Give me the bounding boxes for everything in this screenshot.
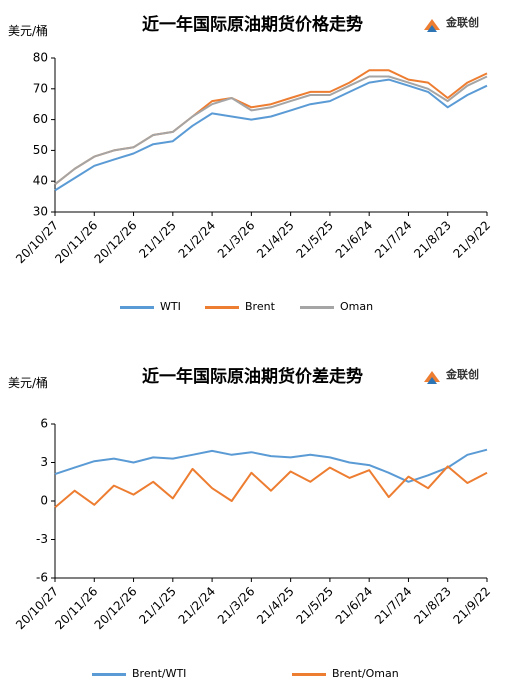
chart-title: 近一年国际原油期货价格走势 — [142, 15, 363, 35]
y-tick-label: -6 — [36, 571, 48, 585]
y-tick-label: 50 — [33, 143, 48, 157]
legend-label: Oman — [340, 300, 374, 313]
y-tick-label: -3 — [36, 532, 48, 546]
brand-name: 金联创 — [446, 16, 479, 29]
brand-logo-icon — [424, 19, 440, 32]
price-chart-panel: 近一年国际原油期货价格走势 美元/桶 金联创 30 40 50 60 70 80 20/10… — [0, 0, 505, 340]
brand-logo: 金联创 — [422, 14, 492, 40]
brand-logo: 金联创 — [422, 366, 492, 392]
y-tick-label: 70 — [33, 81, 48, 95]
x-tick-label: 21/8/23 — [411, 584, 454, 627]
chart-title: 近一年国际原油期货价差走势 — [142, 367, 363, 387]
legend-item-brent: Brent — [205, 300, 275, 313]
x-tick-label: 20/12/26 — [92, 584, 140, 632]
x-tick-label: 21/7/24 — [372, 218, 415, 261]
spread-chart-panel: 近一年国际原油期货价差走势 美元/桶 金联创 -6 -3 0 3 6 20/10/27 20… — [0, 352, 505, 692]
legend-swatch — [292, 672, 326, 676]
legend-item-brent-oman: Brent/Oman — [292, 667, 399, 680]
legend-label: WTI — [160, 300, 181, 313]
x-tick-label: 21/4/25 — [254, 584, 297, 627]
x-tick-label: 21/5/25 — [293, 584, 336, 627]
y-tick-label: 6 — [40, 417, 48, 431]
series-line-wti — [54, 78, 488, 192]
y-tick-label: 40 — [33, 174, 48, 188]
x-tick-label: 20/12/26 — [92, 218, 140, 266]
x-tick-label: 21/7/24 — [372, 584, 415, 627]
y-tick-label: 80 — [33, 51, 48, 65]
series-line-oman — [54, 75, 488, 186]
brand-name: 金联创 — [446, 368, 479, 381]
y-tick-label: 60 — [33, 112, 48, 126]
legend-swatch — [205, 305, 239, 309]
y-tick-label: 30 — [33, 205, 48, 219]
x-tick-label: 21/2/24 — [176, 218, 219, 261]
x-tick-label: 21/2/24 — [176, 584, 219, 627]
brand-logo-icon — [424, 371, 440, 384]
unit-label: 美元/桶 — [8, 376, 49, 390]
legend-label: Brent/Oman — [332, 667, 399, 680]
legend-swatch — [300, 305, 334, 309]
legend-item-wti: WTI — [120, 300, 181, 313]
legend-item-brent-wti: Brent/WTI — [92, 667, 186, 680]
legend-label: Brent/WTI — [132, 667, 187, 680]
series-line-brent-wti — [54, 448, 488, 483]
series-line-brent-oman — [54, 465, 488, 509]
x-tick-label: 21/3/26 — [215, 584, 258, 627]
unit-label: 美元/桶 — [8, 24, 49, 38]
spread-chart: -6-303620/10/2720/11/2620/12/2621/1/2521… — [13, 417, 494, 633]
y-tick-label: 3 — [40, 455, 48, 469]
legend-swatch — [120, 305, 154, 309]
x-tick-label: 21/6/24 — [333, 218, 376, 261]
x-tick-label: 21/5/25 — [293, 218, 336, 261]
x-tick-label: 21/1/25 — [136, 584, 179, 627]
x-tick-label: 21/9/22 — [451, 218, 494, 261]
legend-item-oman: Oman — [300, 300, 373, 313]
x-tick-label: 21/6/24 — [333, 584, 376, 627]
x-tick-label: 21/4/25 — [254, 218, 297, 261]
legend-swatch — [92, 672, 126, 676]
x-tick-label: 21/9/22 — [451, 584, 494, 627]
x-tick-label: 21/1/25 — [136, 218, 179, 261]
x-tick-label: 21/3/26 — [215, 218, 258, 261]
y-tick-label: 0 — [40, 494, 48, 508]
legend-label: Brent — [245, 300, 275, 313]
price-chart: 30405060708020/10/2720/11/2620/12/2621/1… — [13, 51, 494, 267]
x-tick-label: 21/8/23 — [411, 218, 454, 261]
